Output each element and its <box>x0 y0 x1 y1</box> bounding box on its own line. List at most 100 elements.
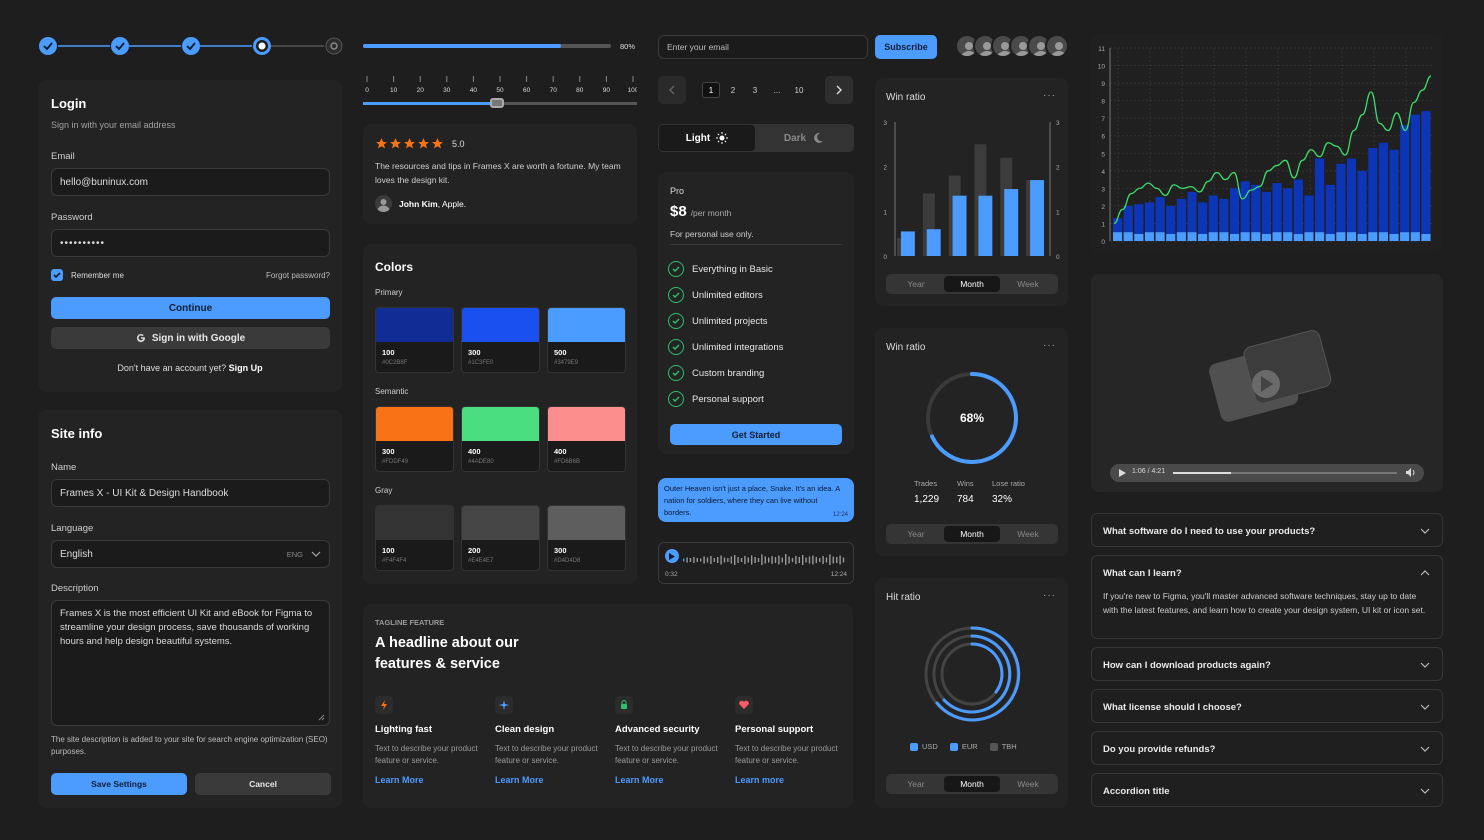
chevron-up-icon[interactable] <box>1420 568 1430 578</box>
learn-more-link[interactable]: Learn more <box>735 775 785 785</box>
chevron-down-icon[interactable] <box>1420 702 1430 712</box>
continue-button[interactable]: Continue <box>51 297 330 319</box>
bar <box>1283 188 1293 241</box>
swatch-name: 200 <box>468 546 481 555</box>
chevron-down-icon[interactable] <box>1420 786 1430 796</box>
video-seek-track[interactable] <box>1173 472 1397 474</box>
learn-more-link[interactable]: Learn More <box>495 775 544 785</box>
color-swatch[interactable]: 100 #F4F4F4 <box>375 505 454 571</box>
color-swatch[interactable]: 400 #4ADE80 <box>461 406 540 472</box>
page-button[interactable]: 1 <box>702 82 720 98</box>
cancel-button[interactable]: Cancel <box>195 773 331 795</box>
slider-thumb[interactable] <box>490 98 504 108</box>
star-icon <box>431 137 444 153</box>
y-tick-label: 2 <box>1101 204 1105 211</box>
line-series <box>1113 75 1432 225</box>
check-shape <box>672 396 680 402</box>
next-page-button[interactable] <box>825 76 853 104</box>
learn-more-link[interactable]: Learn More <box>615 775 664 785</box>
play-icon[interactable] <box>1119 469 1127 477</box>
faq-item[interactable]: What software do I need to use your prod… <box>1091 513 1443 547</box>
segment-week[interactable]: Week <box>1017 279 1039 289</box>
segment-month[interactable]: Month <box>944 276 1000 292</box>
more-menu-icon[interactable]: ··· <box>1043 90 1056 101</box>
language-value: English <box>60 548 93 560</box>
voice-play-button[interactable] <box>665 549 679 563</box>
segment-week[interactable]: Week <box>1017 529 1039 539</box>
y-tick-label: 10 <box>1098 64 1106 71</box>
newsletter-email-input[interactable]: Enter your email <box>658 35 868 59</box>
pricing-feature-label: Unlimited integrations <box>692 341 784 353</box>
color-swatch[interactable]: 300 #FDDF49 <box>375 406 454 472</box>
segment-year[interactable]: Year <box>907 279 925 289</box>
range-slider[interactable]: 0 10 20 30 40 50 60 70 80 90 100 <box>363 76 639 112</box>
chat-time: 12:24 <box>832 512 848 518</box>
waveform-bar <box>747 557 749 563</box>
color-swatch[interactable]: 300 #D4D4D8 <box>547 505 626 571</box>
get-started-button[interactable]: Get Started <box>670 424 842 445</box>
chevron-down-icon[interactable] <box>1420 744 1430 754</box>
page-button[interactable]: 2 <box>730 85 736 95</box>
faq-item[interactable]: What can I learn? If you're new to Figma,… <box>1091 555 1443 639</box>
lightning-icon-shape <box>381 700 387 710</box>
site-info-card: Site info Name Frames X - UI Kit & Desig… <box>38 410 342 808</box>
color-swatch[interactable]: 200 #E4E4E7 <box>461 505 540 571</box>
color-swatch[interactable]: 400 #FD6B6B <box>547 406 626 472</box>
page-button[interactable]: 3 <box>752 85 758 95</box>
segment-month[interactable]: Month <box>944 776 1000 792</box>
faq-item[interactable]: Accordion title <box>1091 773 1443 807</box>
signup-link[interactable]: Sign Up <box>228 363 263 373</box>
segment-month[interactable]: Month <box>944 526 1000 542</box>
author-name: John Kim <box>399 199 438 209</box>
segment-year[interactable]: Year <box>907 779 925 789</box>
bar-series-2 <box>952 195 967 256</box>
google-icon <box>136 334 145 343</box>
email-field[interactable]: hello@buninux.com <box>51 168 330 196</box>
remember-checkbox[interactable] <box>51 269 63 281</box>
swatch-hex: #E4E4E7 <box>468 558 494 564</box>
price-amount: $8 <box>670 203 687 220</box>
chevron-down-icon[interactable] <box>1420 660 1430 670</box>
color-swatch[interactable]: 500 #3479E9 <box>547 307 626 373</box>
volume-icon[interactable] <box>1406 468 1416 477</box>
google-signin-button[interactable]: Sign in with Google <box>51 327 330 349</box>
page-button[interactable]: 10 <box>794 85 804 95</box>
name-field[interactable]: Frames X - UI Kit & Design Handbook <box>51 479 330 507</box>
waveform-bar <box>771 556 773 564</box>
chevron-down-icon[interactable] <box>1420 526 1430 536</box>
language-select[interactable]: English ENG <box>51 540 330 568</box>
faq-item[interactable]: How can I download products again? <box>1091 647 1443 681</box>
slider-tick-label: 90 <box>603 87 611 94</box>
save-settings-button[interactable]: Save Settings <box>51 773 187 795</box>
more-menu-icon[interactable]: ··· <box>1043 340 1056 351</box>
faq-item[interactable]: What license should I choose? <box>1091 689 1443 723</box>
segment-year[interactable]: Year <box>907 529 925 539</box>
theme-light-option[interactable]: Light <box>659 125 755 151</box>
theme-dark-option[interactable]: Dark <box>756 125 852 151</box>
bar-light <box>1123 232 1133 241</box>
login-subtitle: Sign in with your email address <box>51 120 176 130</box>
more-menu-icon[interactable]: ··· <box>1043 590 1056 601</box>
swatch-color <box>462 506 539 540</box>
resize-handle-icon[interactable] <box>318 714 325 721</box>
plan-name: Pro <box>670 186 685 196</box>
password-value: •••••••••• <box>60 237 106 249</box>
bar <box>1346 158 1357 241</box>
subscribe-button[interactable]: Subscribe <box>875 35 937 59</box>
faq-item[interactable]: Do you provide refunds? <box>1091 731 1443 765</box>
video-controls: 1:06 / 4:21 <box>1110 464 1424 482</box>
bar-light <box>1251 232 1261 241</box>
win-chart-title: Win ratio <box>886 92 926 103</box>
bar-light <box>1315 232 1325 241</box>
description-textarea[interactable]: Frames X is the most efficient UI Kit an… <box>51 600 330 726</box>
prev-page-button[interactable] <box>658 76 686 104</box>
bar-series-2 <box>900 231 915 256</box>
segment-week[interactable]: Week <box>1017 779 1039 789</box>
learn-more-link[interactable]: Learn More <box>375 775 424 785</box>
win-ratio-donut-card: Win ratio ··· 68% Trades 1,229 Wins 784 Lose… <box>875 328 1068 556</box>
waveform-bar <box>683 558 685 562</box>
forgot-password-link[interactable]: Forgot password? <box>265 271 330 280</box>
color-swatch[interactable]: 300 #1C3FE0 <box>461 307 540 373</box>
password-field[interactable]: •••••••••• <box>51 229 330 257</box>
color-swatch[interactable]: 100 #0C2B8F <box>375 307 454 373</box>
